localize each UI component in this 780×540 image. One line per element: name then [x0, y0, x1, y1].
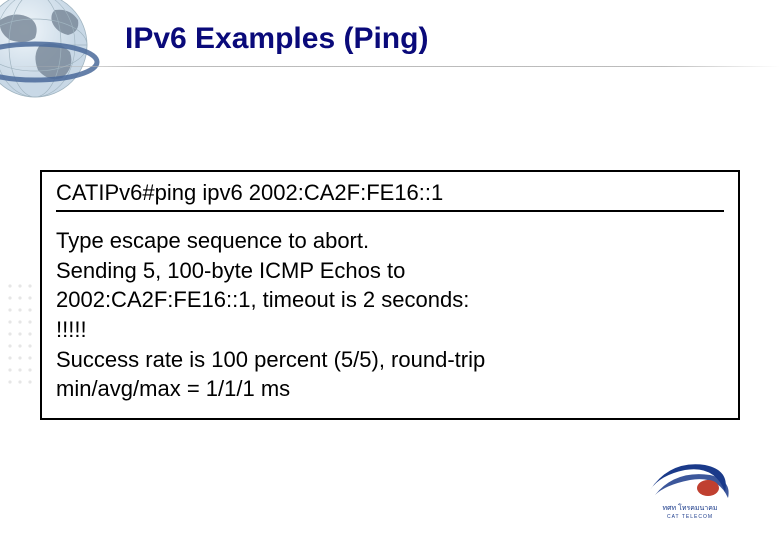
title-underline [0, 66, 780, 67]
dots-decoration [6, 280, 40, 420]
output-line: Success rate is 100 percent (5/5), round… [56, 345, 724, 375]
cat-telecom-logo: ทศท โทรคมนาคม CAT TELECOM [640, 450, 740, 520]
svg-text:CAT TELECOM: CAT TELECOM [667, 514, 713, 520]
logo-text: ทศท โทรคมนาคม [662, 503, 717, 512]
page-title: IPv6 Examples (Ping) [125, 22, 428, 56]
terminal-output-box: CATIPv6#ping ipv6 2002:CA2F:FE16::1 Type… [40, 170, 740, 420]
output-line: !!!!! [56, 315, 724, 345]
output-line: min/avg/max = 1/1/1 ms [56, 374, 724, 404]
output-line: 2002:CA2F:FE16::1, timeout is 2 seconds: [56, 285, 724, 315]
globe-decoration [0, 0, 110, 120]
output-line: Sending 5, 100-byte ICMP Echos to [56, 256, 724, 286]
command-line: CATIPv6#ping ipv6 2002:CA2F:FE16::1 [56, 180, 724, 212]
output-line: Type escape sequence to abort. [56, 226, 724, 256]
